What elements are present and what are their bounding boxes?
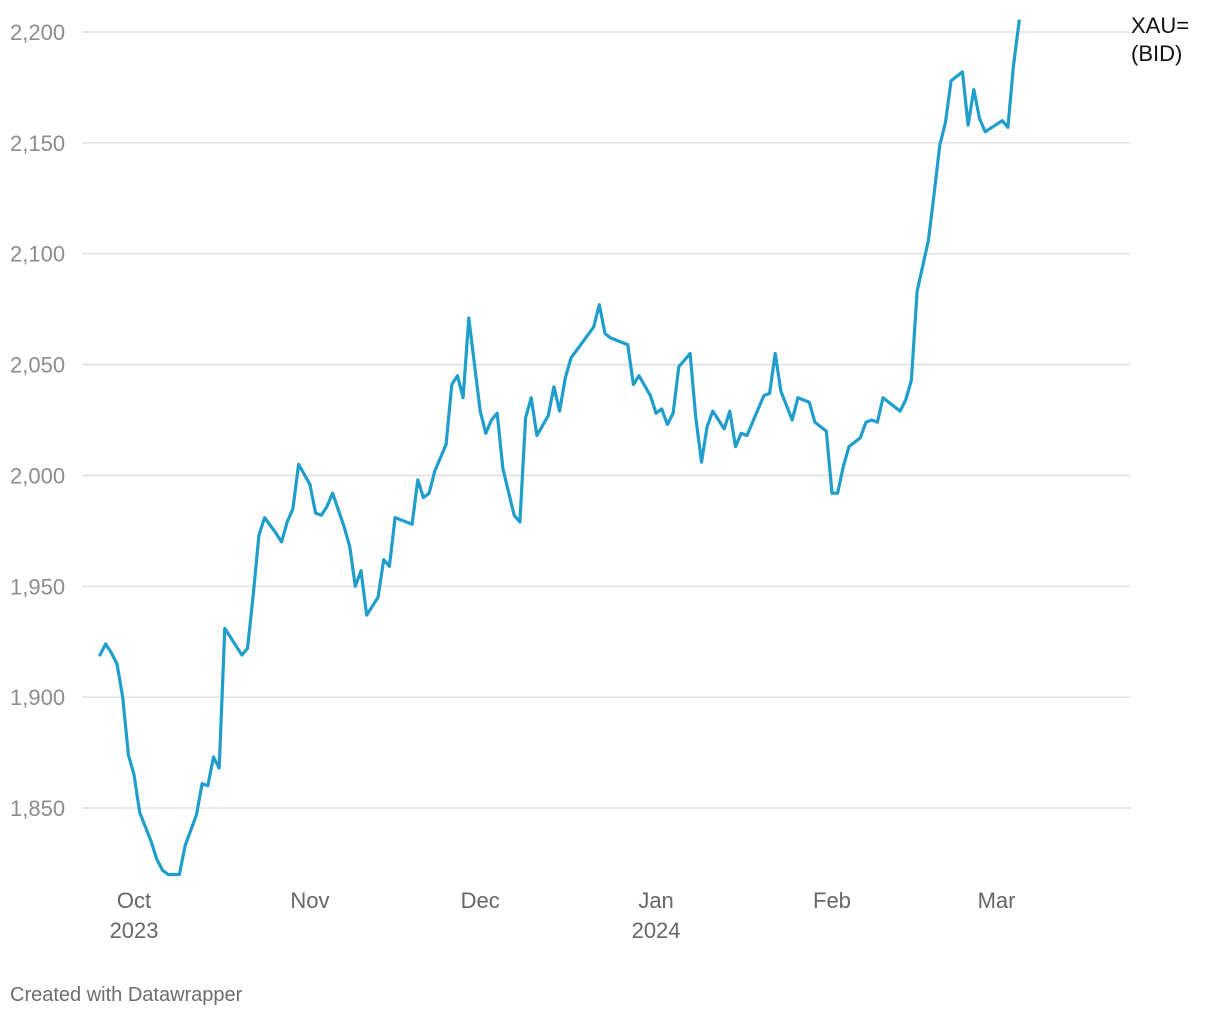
- y-tick-label-2050: 2,050: [10, 353, 65, 378]
- y-tick-label-1850: 1,850: [10, 796, 65, 821]
- datawrapper-credit[interactable]: Created with Datawrapper: [10, 984, 243, 1006]
- y-tick-label-2200: 2,200: [10, 20, 65, 45]
- x-tick-label-mar: Mar: [978, 888, 1016, 913]
- x-tick-label-nov: Nov: [290, 888, 329, 913]
- x-tick-label-oct: Oct: [117, 888, 151, 913]
- y-tick-label-2150: 2,150: [10, 131, 65, 156]
- x-tick-year-2023: 2023: [110, 918, 159, 943]
- y-tick-label-2100: 2,100: [10, 242, 65, 267]
- y-axis: 1,850 1,900 1,950 2,000 2,050 2,100 2,150 2,200: [10, 20, 65, 821]
- series-label-line-1: XAU=: [1131, 13, 1189, 38]
- y-tick-label-1950: 1,950: [10, 574, 65, 599]
- series-label: XAU= (BID): [1131, 13, 1189, 66]
- x-tick-label-feb: Feb: [813, 888, 851, 913]
- series-line-xau-bid: [98, 19, 1021, 877]
- y-tick-label-2000: 2,000: [10, 463, 65, 488]
- series-label-line-2: (BID): [1131, 41, 1182, 66]
- y-tick-label-1900: 1,900: [10, 685, 65, 710]
- x-tick-year-2024: 2024: [632, 918, 681, 943]
- x-tick-label-jan: Jan: [638, 888, 673, 913]
- x-axis: Oct 2023 Nov Dec Jan 2024 Feb Mar: [110, 888, 1016, 943]
- x-tick-label-dec: Dec: [461, 888, 500, 913]
- gridlines: [82, 31, 1130, 809]
